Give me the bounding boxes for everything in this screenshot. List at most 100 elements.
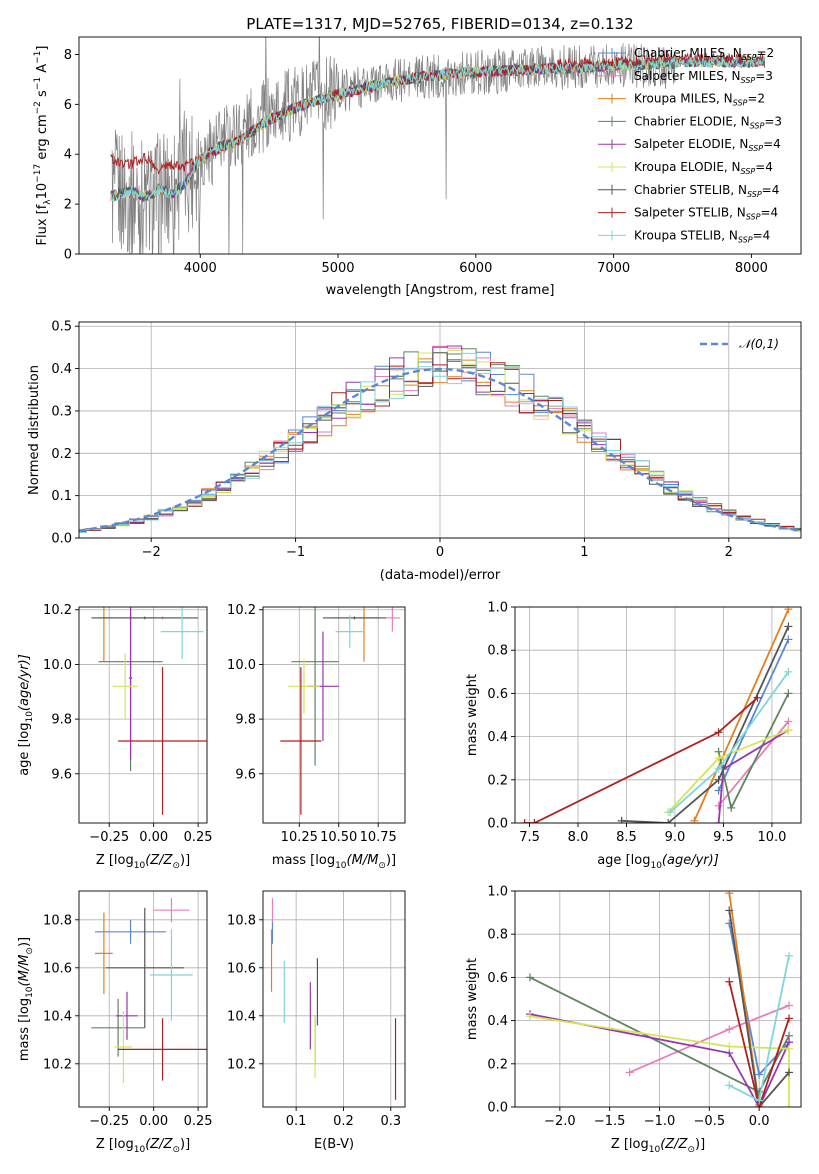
mass-vs-extinction-panel: 0.1 0.2 0.3 10.2 10.4 10.6 10.8 E(B-V)	[227, 890, 406, 1152]
y-label-part: s	[35, 90, 50, 101]
y-label-part: Flux [f	[35, 204, 50, 245]
weight-vs-metallicity-panel: −2.0 −1.5 −1.0 −0.5 0.0 0.0 0.2 0.4 0.6 0.8 1.0 mas…	[465, 885, 802, 1155]
x-label-main: Z [log	[96, 853, 134, 868]
x-label-main: mass [log	[272, 853, 335, 868]
residual-histogram	[79, 352, 801, 533]
spectrum-panel: 4000 5000 6000 7000 8000 0 2 4 6 8 Chabrier MILES,…	[33, 36, 802, 298]
x-tick-label: 2	[725, 545, 733, 560]
x-axis-label: age [log10(age/yr)]	[597, 853, 719, 871]
axes-frame	[78, 321, 802, 539]
y-tick-label: 10.0	[227, 658, 256, 673]
legend-n: =3	[755, 69, 773, 83]
x-label-sun: ⊙	[378, 861, 386, 871]
y-tick-label: 0.6	[487, 971, 508, 986]
x-tick-label: 9.0	[665, 830, 686, 845]
x-tick-label: 0.3	[380, 1114, 401, 1129]
y-tick-label: 1.0	[487, 601, 508, 616]
x-label-end: )]	[386, 853, 396, 868]
x-axis-label: mass [log10(M/M⊙)]	[272, 853, 396, 871]
y-axis-label: age [log10(age/yr)]	[17, 654, 35, 776]
axes-frame	[78, 606, 208, 824]
legend-sub: SSP	[748, 144, 763, 153]
x-tick-label: 0.0	[749, 1114, 770, 1129]
legend-entry: Salpeter ELODIE, NSSP=4	[634, 137, 781, 153]
x-tick-label: 0	[436, 545, 444, 560]
legend-name: Chabrier MILES, N	[634, 46, 742, 60]
y-tick-label: 9.6	[51, 767, 72, 782]
legend-sub: SSP	[741, 76, 756, 85]
x-axis-label: (data-model)/error	[380, 568, 501, 583]
legend-entry: Kroupa ELODIE, NSSP=4	[634, 160, 773, 176]
plot-area	[79, 345, 801, 533]
axes-frame	[262, 606, 406, 824]
x-tick-label: 7.5	[519, 830, 540, 845]
weight-vs-age-panel: 7.5 8.0 8.5 9.0 9.5 10.0 0.0 0.2 0.4 0.6 0.8 1.0 mas…	[465, 601, 802, 871]
y-label-part: ]	[35, 46, 50, 51]
x-tick-label: −1	[286, 545, 305, 560]
y-tick-label: 0.0	[487, 1101, 508, 1116]
x-label-sub: 10	[335, 861, 347, 871]
legend-sub: SSP	[747, 190, 762, 199]
y-tick-label: 0.4	[487, 730, 508, 745]
x-label-rest: (Z/Z	[145, 853, 173, 868]
y-tick-label: 0.2	[487, 1057, 508, 1072]
legend-entry: Chabrier MILES, NSSP=2	[634, 46, 774, 62]
x-axis-label: Z [log10(Z/Z⊙)]	[611, 1137, 705, 1155]
x-tick-label: 8000	[735, 261, 768, 276]
x-tick-label: 0.00	[139, 1114, 168, 1129]
y-tick-label: 10.6	[43, 961, 72, 976]
legend-entry: Kroupa MILES, NSSP=2	[634, 92, 765, 108]
y-tick-label: 2	[64, 198, 72, 213]
plot-area	[110, 37, 766, 254]
y-tick-label: 10.8	[43, 913, 72, 928]
legend-name: Kroupa STELIB, N	[634, 228, 738, 242]
figure-title: PLATE=1317, MJD=52765, FIBERID=0134, z=0…	[246, 15, 633, 33]
y-tick-label: 0.2	[487, 773, 508, 788]
legend-sub: SSP	[741, 167, 756, 176]
x-axis-label: Z [log10(Z/Z⊙)]	[96, 853, 190, 871]
y-tick-label: 0.6	[487, 687, 508, 702]
y-axis-label: mass weight	[465, 674, 480, 756]
x-label-end: )]	[180, 853, 190, 868]
y-label-end: )]	[17, 937, 32, 947]
y-tick-label: 10.6	[227, 961, 256, 976]
x-label-sub: 10	[649, 1145, 661, 1155]
legend-name: Salpeter ELODIE, N	[634, 137, 748, 151]
y-axis-label: Flux [fλ10−17 erg cm−2 s−1 A−1]	[33, 46, 53, 246]
legend-entry: 𝒩(0,1)	[739, 337, 779, 351]
y-label-main: age [log	[17, 723, 32, 776]
x-label-end: )]	[695, 1137, 705, 1152]
plot-area	[91, 607, 207, 815]
x-tick-label: −1.5	[594, 1114, 626, 1129]
x-label-sun: ⊙	[172, 1145, 180, 1155]
y-tick-label: 10.8	[227, 913, 256, 928]
x-label-end: )]	[180, 1137, 190, 1152]
y-label-part: A	[35, 64, 50, 77]
x-tick-label: −0.5	[694, 1114, 726, 1129]
y-tick-label: 0.0	[487, 817, 508, 832]
x-tick-label: 8.0	[568, 830, 589, 845]
age-vs-mass-panel: 10.25 10.50 10.75 9.6 9.8 10.0 10.2 mass [log10…	[227, 603, 406, 871]
x-tick-label: 0.2	[333, 1114, 354, 1129]
legend-entry: Salpeter STELIB, NSSP=4	[634, 206, 778, 222]
y-tick-label: 10.0	[43, 658, 72, 673]
y-label-part: −1	[33, 51, 43, 64]
x-tick-label: 0.25	[184, 830, 213, 845]
x-tick-label: 8.5	[616, 830, 637, 845]
legend-sub: SSP	[750, 121, 765, 130]
y-label-sub: 10	[25, 986, 35, 998]
plot-area	[280, 607, 401, 815]
x-tick-label: −1.0	[644, 1114, 676, 1129]
x-label-sun: ⊙	[172, 861, 180, 871]
legend-name: Kroupa ELODIE, N	[634, 160, 741, 174]
y-tick-label: 10.2	[227, 1057, 256, 1072]
plot-area	[520, 607, 793, 823]
legend-n: =2	[747, 92, 765, 106]
legend-name: Chabrier ELODIE, N	[634, 114, 750, 128]
x-label-main: age [log	[597, 853, 650, 868]
x-axis-label: wavelength [Angstrom, rest frame]	[326, 283, 555, 298]
x-tick-label: −2	[142, 545, 161, 560]
y-tick-label: 8	[64, 48, 72, 63]
x-label-rest: (Z/Z	[660, 1137, 688, 1152]
legend-sub: SSP	[733, 99, 748, 108]
